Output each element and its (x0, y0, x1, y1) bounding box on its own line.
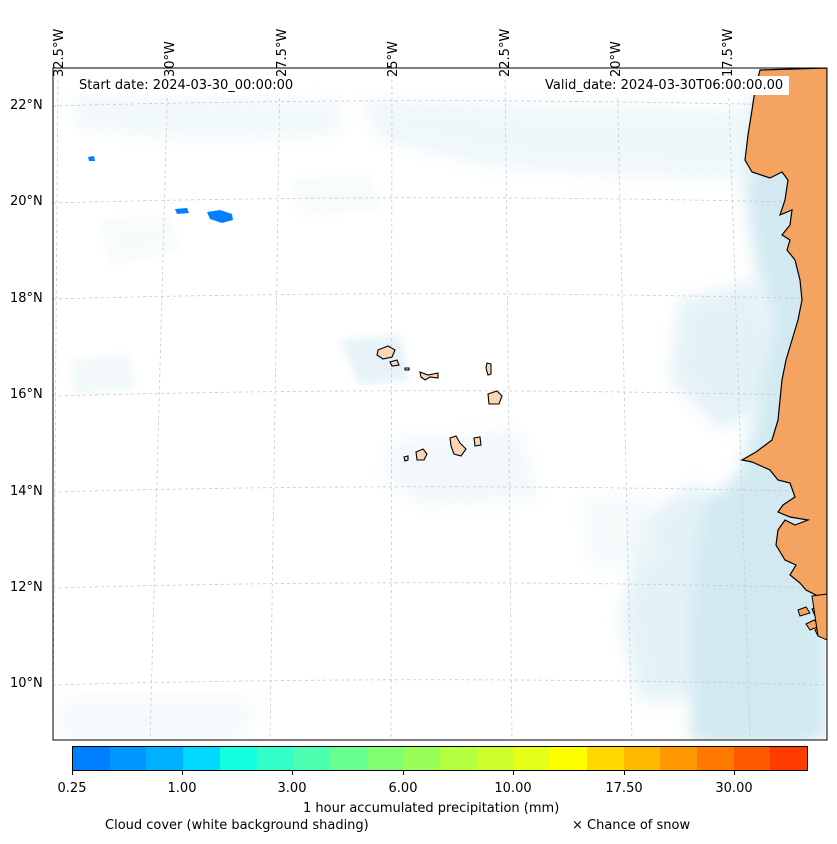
colorbar-label: 1 hour accumulated precipitation (mm) (303, 801, 560, 816)
colorbar-segment-1 (109, 747, 147, 770)
colorbar-segment-13 (550, 747, 587, 770)
cloud-cover-legend: Cloud cover (white background shading) (105, 818, 369, 833)
valid-date-label: Valid_date: 2024-03-30T06:00:00.00 (539, 76, 790, 95)
snow-legend: × Chance of snow (572, 818, 691, 833)
colorbar-segment-9 (403, 747, 441, 770)
start-date-label: Start date: 2024-03-30_00:00:00 (73, 76, 300, 95)
cb-tickmark-6 (734, 771, 735, 775)
colorbar-segment-0 (73, 747, 110, 770)
cape-verde-islands (376, 345, 503, 462)
precip-cell-1 (207, 210, 233, 223)
island-sal (485, 362, 492, 376)
island-fogo (415, 448, 428, 461)
island-sao-nicolau (419, 371, 439, 381)
map-frame (52, 67, 828, 741)
precipitation-cells (88, 156, 233, 223)
cb-tickmark-0 (72, 771, 73, 775)
cb-tick-label-1: 1.00 (167, 781, 197, 796)
colorbar-segment-10 (440, 747, 477, 770)
island-sao-vicente (389, 359, 400, 367)
island-boa-vista (487, 390, 503, 405)
lat-label-14n: 14°N (10, 484, 43, 499)
lon-label-17-5w: 17.5°W (721, 28, 736, 77)
cb-tickmark-5 (624, 771, 625, 775)
colorbar-segment-15 (623, 747, 661, 770)
colorbar-segment-12 (513, 747, 551, 770)
colorbar-segment-14 (586, 747, 624, 770)
precip-cell-2 (175, 208, 189, 214)
african-mainland (740, 68, 827, 599)
colorbar-segment-7 (329, 747, 367, 770)
precip-cell-3 (88, 156, 95, 161)
cb-tick-label-3: 6.00 (388, 781, 418, 796)
colorbar-segment-5 (256, 747, 294, 770)
lat-label-20n: 20°N (10, 194, 43, 209)
colorbar-segment-17 (696, 747, 734, 770)
cb-tickmark-2 (292, 771, 293, 775)
colorbar-segment-11 (476, 747, 514, 770)
southern-coast (811, 593, 827, 641)
cb-tickmark-4 (513, 771, 514, 775)
lon-label-32-5w: 32.5°W (52, 28, 67, 77)
graticule (53, 68, 827, 740)
island-santa-luzia (404, 367, 410, 371)
colorbar-segment-2 (146, 747, 184, 770)
lon-label-30w: 30°W (163, 41, 178, 77)
colorbar-segment-18 (733, 747, 771, 770)
island-maio (473, 436, 482, 447)
cb-tick-label-2: 3.00 (277, 781, 307, 796)
lat-label-22n: 22°N (10, 98, 43, 113)
colorbar-segment-8 (366, 747, 404, 770)
island-santiago (449, 435, 467, 457)
cb-tick-label-5: 17.50 (605, 781, 643, 796)
cb-tick-label-0: 0.25 (57, 781, 87, 796)
colorbar-segment-3 (183, 747, 220, 770)
precipitation-colorbar (72, 746, 808, 771)
cb-tick-label-6: 30.00 (715, 781, 753, 796)
island-santo-antao (376, 345, 396, 360)
colorbar-segment-6 (293, 747, 330, 770)
colorbar-segment-16 (660, 747, 697, 770)
lat-label-10n: 10°N (10, 676, 43, 691)
cb-tickmark-3 (403, 771, 404, 775)
cb-tickmark-1 (182, 771, 183, 775)
lon-label-25w: 25°W (386, 41, 401, 77)
lon-label-22-5w: 22.5°W (498, 28, 513, 77)
cb-tick-label-4: 10.00 (494, 781, 532, 796)
lon-label-20w: 20°W (609, 41, 624, 77)
lat-label-16n: 16°N (10, 387, 43, 402)
colorbar-segment-4 (219, 747, 257, 770)
lon-label-27-5w: 27.5°W (275, 28, 290, 77)
lat-label-18n: 18°N (10, 291, 43, 306)
island-brava (403, 455, 409, 462)
lat-label-12n: 12°N (10, 580, 43, 595)
colorbar-segment-19 (770, 747, 808, 770)
